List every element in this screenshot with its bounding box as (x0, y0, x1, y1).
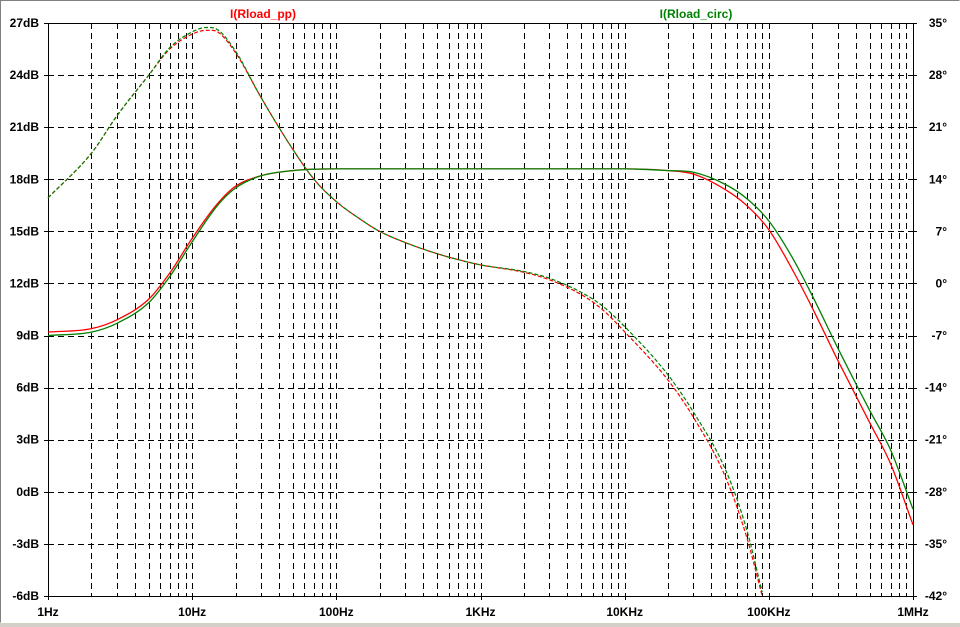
x-tick-label: 1Hz (37, 605, 58, 619)
plot-frame (48, 23, 914, 597)
magnitude-curve-pp (47, 168, 914, 526)
plot-border (48, 23, 914, 597)
left-tick-label: -3dB (12, 537, 39, 551)
left-tick-label: 27dB (10, 16, 40, 30)
x-tick-label: 100Hz (319, 605, 354, 619)
left-tick-label: 12dB (10, 276, 40, 290)
right-tick-label: 14° (929, 172, 947, 186)
right-tick-label: -42° (925, 589, 947, 603)
left-tick-label: 24dB (10, 68, 40, 82)
x-tick-label: 1KHz (465, 605, 495, 619)
grid (48, 23, 913, 596)
x-axis-ticks: 1Hz 10Hz 100Hz 1KHz 10KHz 100KHz 1MHz (37, 596, 929, 619)
magnitude-curve-circ (47, 168, 914, 510)
right-tick-label: -28° (925, 485, 947, 499)
phase-curve-circ (47, 26, 763, 593)
x-tick-label: 1MHz (897, 605, 928, 619)
curves (47, 26, 914, 597)
right-tick-label: 0° (936, 276, 948, 290)
right-tick-label: -7° (932, 329, 948, 343)
right-tick-label: 28° (929, 68, 947, 82)
legend-label-circ: I(Rload_circ) (660, 7, 733, 21)
x-tick-label: 10KHz (606, 605, 643, 619)
left-tick-label: -6dB (12, 589, 39, 603)
x-tick-label: 100KHz (747, 605, 790, 619)
right-tick-label: 7° (936, 224, 948, 238)
right-axis-ticks: 35° 28° 21° 14° 7° 0° -7° -14° -21° -28° -35° -42° (913, 16, 947, 603)
left-tick-label: 21dB (10, 120, 40, 134)
right-tick-label: 21° (929, 120, 947, 134)
right-tick-label: -14° (925, 381, 947, 395)
left-tick-label: 3dB (16, 433, 39, 447)
legend: I(Rload_pp) I(Rload_circ) (230, 7, 732, 21)
left-tick-label: 18dB (10, 172, 40, 186)
left-tick-label: 15dB (10, 224, 40, 238)
x-tick-label: 10Hz (178, 605, 206, 619)
left-tick-label: 9dB (16, 329, 39, 343)
legend-label-pp: I(Rload_pp) (230, 7, 296, 21)
right-tick-label: -21° (925, 433, 947, 447)
right-tick-label: 35° (929, 16, 947, 30)
left-tick-label: 6dB (16, 381, 39, 395)
left-tick-label: 0dB (16, 485, 39, 499)
right-tick-label: -35° (925, 537, 947, 551)
left-axis-ticks: 27dB 24dB 21dB 18dB 15dB 12dB 9dB 6dB 3dB 0dB -3dB… (10, 16, 48, 603)
